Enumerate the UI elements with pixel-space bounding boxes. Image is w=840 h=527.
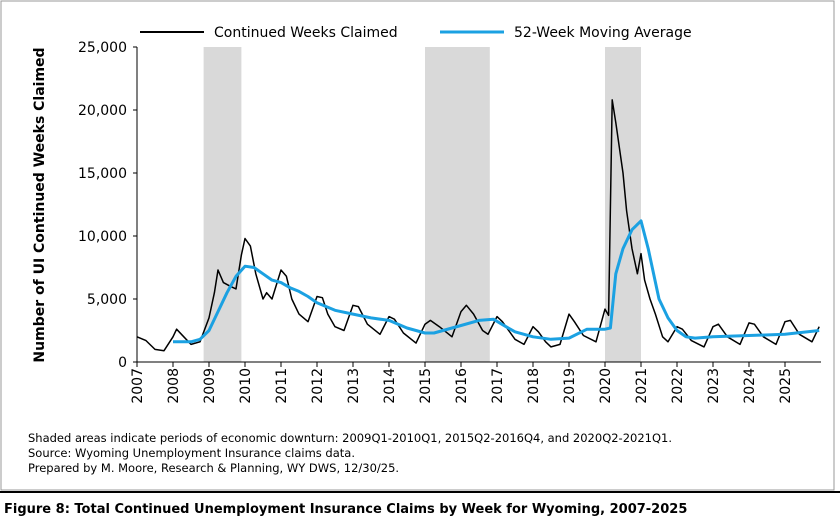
y-tick-label: 5,000	[87, 292, 127, 308]
recession-shade	[203, 47, 242, 362]
series-line	[136, 99, 820, 352]
x-tick-label: 2022	[670, 368, 686, 404]
x-tick-label: 2018	[526, 368, 542, 404]
x-tick-label: 2023	[706, 368, 722, 404]
x-tick-label: 2011	[274, 368, 290, 404]
x-tick-label: 2019	[562, 368, 578, 404]
series-line	[173, 219, 820, 344]
note: Prepared by M. Moore, Research & Plannin…	[28, 461, 399, 475]
y-tick-label: 25,000	[78, 40, 127, 56]
legend-label: 52-Week Moving Average	[514, 25, 692, 41]
chart-frame	[0, 0, 835, 491]
x-tick-label: 2020	[598, 368, 614, 404]
x-tick-label: 2021	[634, 368, 650, 404]
note: Source: Wyoming Unemployment Insurance c…	[28, 446, 355, 460]
note: Shaded areas indicate periods of economi…	[28, 431, 672, 445]
x-tick-label: 2014	[382, 368, 398, 404]
legend-label: Continued Weeks Claimed	[214, 25, 398, 41]
y-tick-label: 20,000	[78, 103, 127, 119]
x-tick-label: 2016	[454, 368, 470, 404]
x-tick-label: 2017	[490, 368, 506, 404]
y-tick-label: 15,000	[78, 166, 127, 182]
y-axis-title: Number of UI Continued Weeks Claimed	[32, 47, 48, 362]
x-tick-label: 2024	[742, 368, 758, 404]
y-tick-label: 0	[118, 355, 127, 371]
x-tick-label: 2008	[166, 368, 182, 404]
x-tick-label: 2015	[418, 368, 434, 404]
x-tick-label: 2007	[130, 368, 146, 404]
x-tick-label: 2012	[310, 368, 326, 404]
y-tick-label: 10,000	[78, 229, 127, 245]
x-tick-label: 2013	[346, 368, 362, 404]
x-tick-label: 2009	[202, 368, 218, 404]
recession-shade	[425, 47, 490, 362]
x-tick-label: 2010	[238, 368, 254, 404]
x-tick-label: 2025	[778, 368, 794, 404]
figure-caption: Figure 8: Total Continued Unemployment I…	[4, 502, 687, 517]
